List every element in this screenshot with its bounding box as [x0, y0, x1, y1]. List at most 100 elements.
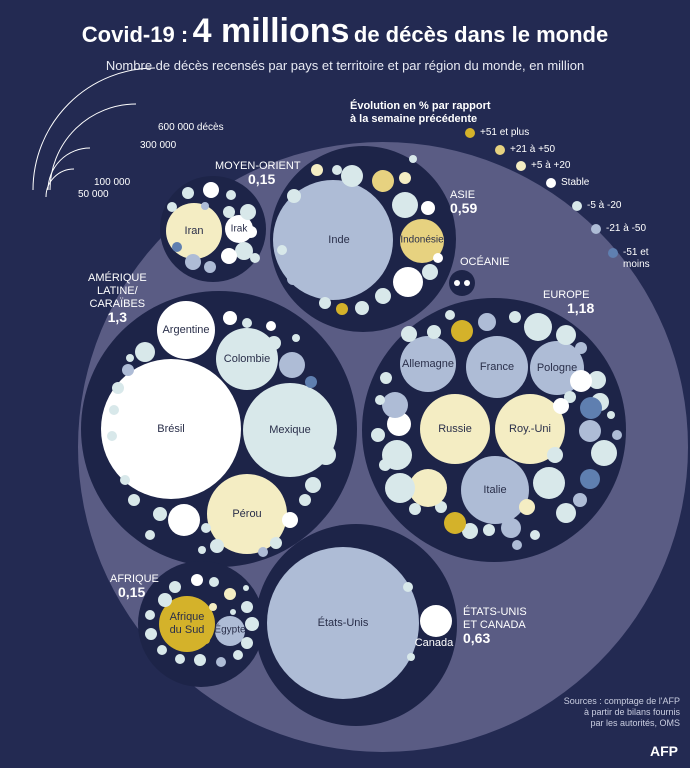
- bubble-small-country: [168, 504, 200, 536]
- country-label-italie: Italie: [483, 484, 507, 496]
- title-prefix: Covid-19 :: [81, 22, 189, 47]
- bubble-small-country: [194, 654, 206, 666]
- legend-label: +51 et plus: [480, 127, 530, 138]
- bubble-small-country: [478, 313, 496, 331]
- country-label-irak: Irak: [230, 223, 248, 235]
- bubble-small-country: [169, 581, 181, 593]
- bubble-small-country: [182, 187, 194, 199]
- bubble-small-country: [483, 524, 495, 536]
- bubble-small-country: [173, 601, 179, 607]
- size-legend-arc-50k: [45, 168, 75, 198]
- bubble-small-country: [409, 155, 417, 163]
- bubble-small-country: [433, 253, 443, 263]
- legend-swatch: [572, 201, 582, 211]
- bubble-small-country: [375, 288, 391, 304]
- bubble-small-country: [135, 342, 155, 362]
- bubble-small-country: [372, 170, 394, 192]
- bubble-small-country: [462, 523, 478, 539]
- bubble-small-country: [198, 546, 206, 554]
- region-label-europe: EUROPE 1,18: [543, 289, 594, 315]
- bubble-small-country: [204, 261, 216, 273]
- country-label-line1: Afrique: [169, 611, 205, 623]
- bubble-small-country: [570, 370, 592, 392]
- bubble-small-country: [210, 539, 224, 553]
- bubble-small-country: [355, 301, 369, 315]
- bubble-small-country: [158, 593, 172, 607]
- region-name: ASIE: [450, 189, 476, 201]
- bubble-afrique-du-sud: [159, 596, 215, 652]
- region-name-line2: LATINE/: [96, 285, 138, 297]
- bubble-small-country: [556, 503, 576, 523]
- bubble-small-country: [128, 494, 140, 506]
- bubble-small-country: [519, 499, 535, 515]
- region-value: 1,18: [567, 300, 595, 316]
- bubble-small-country: [109, 405, 119, 415]
- bubble-small-country: [145, 530, 155, 540]
- legend-swatch: [591, 224, 601, 234]
- bubble-inde: [273, 180, 393, 300]
- bubble-small-country: [201, 202, 209, 210]
- source-line3: par les autorités, OMS: [590, 718, 680, 728]
- region-value: 0,63: [463, 630, 491, 646]
- region-name: MOYEN-ORIENT: [215, 160, 301, 172]
- bubble-small-country: [579, 420, 601, 442]
- bubble-small-country: [258, 547, 268, 557]
- region-name-line1: ÉTATS-UNIS: [463, 606, 527, 618]
- bubble-small-country: [223, 311, 237, 325]
- source-line2: à partir de bilans fournis: [583, 707, 680, 717]
- bubble-small-country: [464, 280, 470, 286]
- country-label-mexique: Mexique: [269, 424, 311, 436]
- country-label-russie: Russie: [438, 423, 472, 435]
- title-highlight: 4 millions: [192, 12, 350, 50]
- bubble-small-country: [524, 313, 552, 341]
- country-label-afrique-du-sud: Afrique du Sud: [170, 611, 205, 637]
- bubble-small-country: [185, 254, 201, 270]
- bubble-small-country: [588, 371, 606, 389]
- bubble-small-country: [202, 636, 210, 644]
- bubble-small-country: [607, 411, 615, 419]
- bubble-argentine: [157, 301, 215, 359]
- size-legend-100k: 100 000: [94, 177, 131, 188]
- country-label-iran: Iran: [184, 225, 204, 237]
- bubble-small-country: [580, 469, 600, 489]
- region-label-moyen-orient: MOYEN-ORIENT 0,15: [215, 160, 301, 186]
- bubble-small-country: [216, 657, 226, 667]
- region-value: 0,59: [450, 200, 478, 216]
- bubble-small-country: [553, 398, 569, 414]
- bubble-small-country: [245, 226, 257, 238]
- bubble-small-country: [111, 454, 123, 466]
- bubble-small-country: [501, 518, 521, 538]
- country-label-pologne: Pologne: [536, 362, 578, 374]
- bubble-small-country: [445, 310, 455, 320]
- region-name-line3: CARAÏBES: [89, 298, 146, 310]
- bubble-small-country: [379, 459, 391, 471]
- bubble-small-country: [313, 416, 329, 432]
- legend-label: -51 et moins: [623, 247, 650, 270]
- bubble-small-country: [341, 165, 363, 187]
- region-value: 0,15: [118, 584, 146, 600]
- bubble-etats-unis: [267, 547, 419, 699]
- size-legend-600k: 600 000 décès: [158, 122, 224, 133]
- bubble-small-country: [311, 396, 323, 408]
- bubble-small-country: [122, 364, 134, 376]
- bubble-small-country: [564, 391, 576, 403]
- bubble-colombie: [216, 328, 278, 390]
- bubble-small-country: [242, 318, 252, 328]
- bubble-small-country: [556, 325, 576, 345]
- bubble-small-country: [292, 334, 300, 342]
- legend-swatch: [546, 178, 556, 188]
- bubble-canada: [420, 605, 452, 637]
- region-value: 1,3: [107, 309, 128, 325]
- size-legend-300k: 300 000: [140, 140, 177, 151]
- bubble-small-country: [305, 477, 321, 493]
- bubble-small-country: [421, 201, 435, 215]
- bubble-small-country: [401, 326, 417, 342]
- bubble-small-country: [575, 342, 587, 354]
- bubble-small-country: [203, 182, 219, 198]
- bubble-small-country: [403, 582, 413, 592]
- country-label-colombie: Colombie: [223, 353, 271, 365]
- bubble-small-country: [316, 445, 336, 465]
- bubble-small-country: [241, 601, 253, 613]
- bubble-small-country: [126, 354, 134, 362]
